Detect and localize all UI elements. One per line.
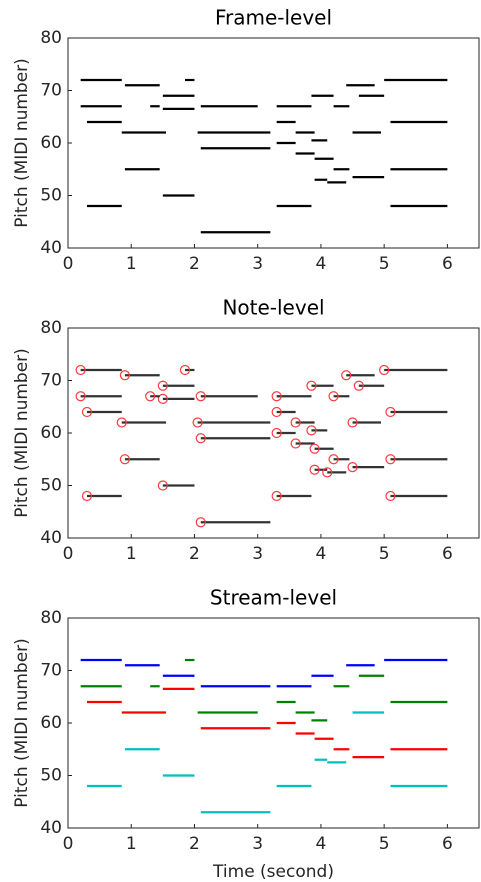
x-tick-label: 6 [442,834,453,854]
x-tick-label: 3 [252,544,263,564]
onset-marker [116,417,127,428]
onset-marker [290,438,301,449]
x-tick-label: 4 [316,544,327,564]
onset-marker [306,380,317,391]
onset-marker [195,391,206,402]
onset-marker [341,370,352,381]
y-tick-label: 80 [40,28,62,48]
x-tick-label: 6 [442,544,453,564]
onset-marker [157,480,168,491]
onset-marker [81,490,93,502]
y-tick-label: 70 [40,371,62,391]
onset-marker [309,464,320,475]
y-tick-label: 50 [40,186,62,206]
y-tick-label: 40 [40,818,62,838]
plot-frame [67,617,480,829]
chart-title: Frame-level [215,6,332,30]
plot-frame [67,327,480,539]
x-tick-label: 5 [379,544,390,564]
onset-marker [195,517,206,528]
y-tick-label: 80 [40,318,62,338]
chart-title: Stream-level [210,586,337,610]
y-tick-label: 40 [40,528,62,548]
onset-marker [157,380,168,391]
onset-marker [385,454,396,465]
onset-marker [119,370,131,381]
x-tick-label: 2 [189,254,200,274]
onset-marker [309,443,320,454]
plot-frame [67,37,480,249]
onset-marker [75,364,86,376]
onset-marker [347,462,358,473]
y-tick-label: 80 [40,608,62,628]
onset-marker [385,490,396,502]
onset-marker [328,391,339,402]
onset-marker [157,393,168,404]
onset-marker [179,364,191,376]
onset-marker [271,391,282,402]
x-tick-label: 2 [189,834,200,854]
onset-marker [75,391,86,402]
x-tick-label: 0 [63,254,74,274]
y-tick-label: 60 [40,713,62,733]
onset-marker [271,490,282,502]
y-axis-label: Pitch (MIDI number) [12,58,32,228]
onset-marker [195,433,206,444]
x-tick-label: 1 [126,834,137,854]
x-tick-label: 0 [63,834,74,854]
onset-marker [385,406,396,418]
onset-marker [379,364,390,376]
x-tick-label: 5 [379,254,390,274]
x-tick-label: 4 [316,834,327,854]
onset-marker [347,417,358,428]
y-tick-label: 70 [40,661,62,681]
x-tick-label: 3 [252,254,263,274]
chart-title: Note-level [222,296,324,320]
x-tick-label: 4 [316,254,327,274]
y-tick-label: 50 [40,766,62,786]
x-tick-label: 1 [126,254,137,274]
y-tick-label: 60 [40,423,62,443]
onset-marker [328,454,339,465]
x-tick-label: 6 [442,254,453,274]
y-axis-label: Pitch (MIDI number) [12,638,32,808]
y-tick-label: 50 [40,476,62,496]
onset-marker [119,454,131,465]
onset-marker [290,417,301,428]
onset-marker [81,406,93,418]
x-tick-label: 2 [189,544,200,564]
onset-marker [145,391,156,402]
onset-marker [353,380,364,391]
x-tick-label: 1 [126,544,137,564]
x-axis-label: Time (second) [212,862,334,882]
onset-marker [271,427,282,439]
y-tick-label: 40 [40,238,62,258]
onset-marker [271,406,282,418]
onset-marker [306,425,317,436]
y-tick-label: 60 [40,133,62,153]
x-tick-label: 0 [63,544,74,564]
onset-marker [322,467,333,478]
y-axis-label: Pitch (MIDI number) [12,348,32,518]
y-tick-label: 70 [40,81,62,101]
x-tick-label: 3 [252,834,263,854]
x-tick-label: 5 [379,834,390,854]
onset-marker [192,417,203,428]
